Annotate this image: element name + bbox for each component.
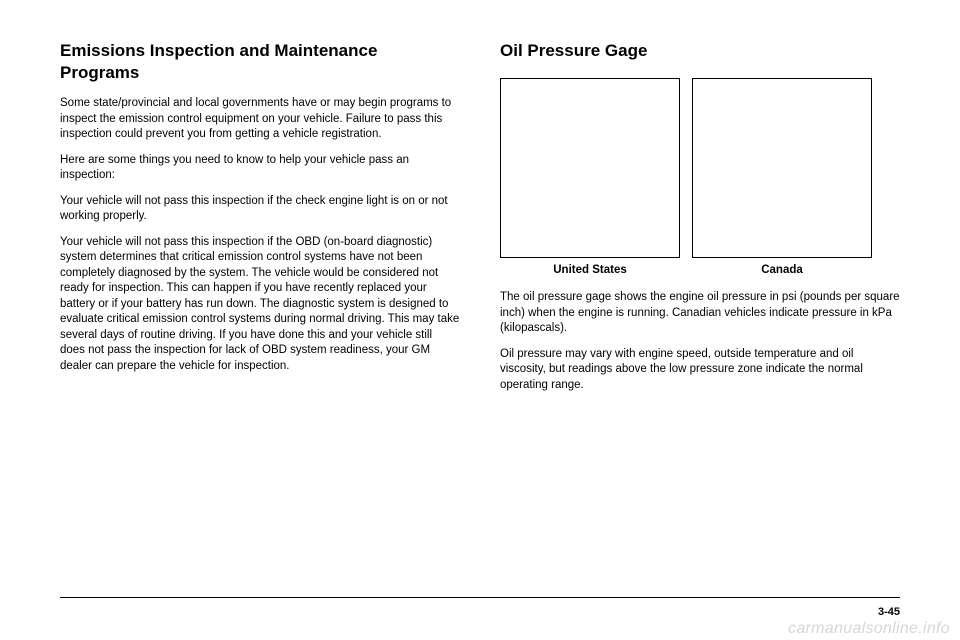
- left-column: Emissions Inspection and Maintenance Pro…: [60, 40, 460, 580]
- right-heading: Oil Pressure Gage: [500, 40, 900, 62]
- left-para-4: Your vehicle will not pass this inspecti…: [60, 235, 460, 375]
- left-heading: Emissions Inspection and Maintenance Pro…: [60, 40, 460, 84]
- right-column: Oil Pressure Gage United States Canada T…: [500, 40, 900, 580]
- gage-image-us: [500, 78, 680, 258]
- left-para-3: Your vehicle will not pass this inspecti…: [60, 194, 460, 225]
- right-para-1: The oil pressure gage shows the engine o…: [500, 290, 900, 337]
- page-number: 3-45: [878, 606, 900, 618]
- left-para-2: Here are some things you need to know to…: [60, 153, 460, 184]
- left-para-1: Some state/provincial and local governme…: [60, 96, 460, 143]
- watermark-text: carmanualsonline.info: [788, 620, 950, 638]
- gage-label-ca: Canada: [692, 264, 872, 276]
- right-para-2: Oil pressure may vary with engine speed,…: [500, 347, 900, 394]
- gage-labels-row: United States Canada: [500, 264, 900, 276]
- gage-image-ca: [692, 78, 872, 258]
- footer-rule: [60, 597, 900, 598]
- gage-label-us: United States: [500, 264, 680, 276]
- page-columns: Emissions Inspection and Maintenance Pro…: [60, 40, 900, 580]
- gage-images-row: [500, 78, 900, 258]
